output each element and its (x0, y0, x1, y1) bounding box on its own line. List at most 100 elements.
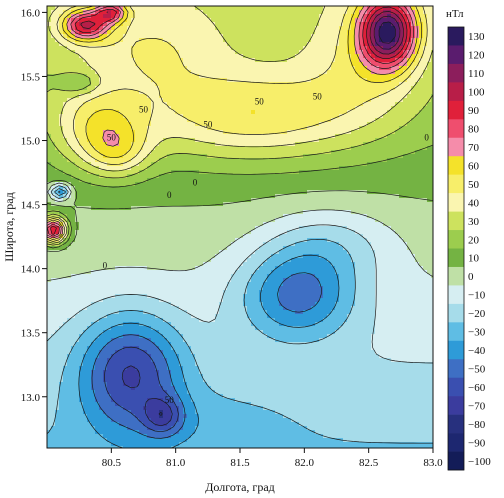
field-cell (243, 66, 248, 71)
field-cell (71, 58, 76, 63)
field-cell (243, 42, 248, 47)
field-cell (95, 190, 100, 195)
field-cell (319, 22, 324, 27)
field-cell (287, 78, 292, 83)
field-cell (279, 102, 284, 107)
field-cell (295, 150, 300, 155)
field-cell (235, 170, 240, 175)
field-cell (275, 130, 280, 135)
field-cell (91, 34, 96, 39)
field-cell (47, 166, 52, 171)
field-cell (227, 6, 232, 11)
field-cell (119, 130, 124, 135)
field-cell (383, 6, 388, 11)
field-cell (167, 30, 172, 35)
field-cell (311, 22, 316, 27)
field-cell (311, 174, 316, 179)
field-cell (243, 174, 248, 179)
field-cell (371, 98, 376, 103)
field-cell (147, 74, 152, 79)
field-cell (143, 210, 148, 215)
field-cell (163, 130, 168, 135)
field-cell (231, 110, 236, 115)
field-cell (243, 94, 248, 99)
field-cell (363, 30, 368, 35)
field-cell (327, 198, 332, 203)
field-cell (155, 210, 160, 215)
field-cell (271, 114, 276, 119)
field-cell (175, 66, 180, 71)
field-cell (191, 110, 196, 115)
field-cell (179, 146, 184, 151)
field-cell (267, 22, 272, 27)
field-cell (383, 122, 388, 127)
field-cell (51, 90, 56, 95)
field-cell (143, 194, 148, 199)
field-cell (187, 14, 192, 19)
field-cell (83, 38, 88, 43)
field-cell (183, 142, 188, 147)
field-cell (243, 14, 248, 19)
field-cell (47, 34, 52, 39)
field-cell (379, 170, 384, 175)
field-cell (115, 210, 120, 215)
field-cell (227, 94, 232, 99)
field-cell (267, 30, 272, 35)
field-cell (391, 114, 396, 119)
field-cell (303, 130, 308, 135)
field-cell (103, 114, 108, 119)
field-cell (327, 194, 332, 199)
field-cell (55, 198, 60, 203)
field-cell (247, 102, 252, 107)
field-cell (143, 50, 148, 55)
field-cell (95, 22, 100, 27)
field-cell (147, 210, 152, 215)
field-cell (355, 162, 360, 167)
field-cell (291, 10, 296, 15)
field-cell (103, 158, 108, 163)
field-cell (255, 194, 260, 199)
field-cell (395, 166, 400, 171)
field-cell (123, 22, 128, 27)
field-cell (235, 22, 240, 27)
field-cell (271, 106, 276, 111)
field-cell (319, 190, 324, 195)
field-cell (327, 18, 332, 23)
field-cell (387, 186, 392, 191)
field-cell (263, 142, 268, 147)
field-cell (427, 22, 432, 27)
field-cell (127, 70, 132, 75)
field-cell (343, 50, 348, 55)
field-cell (83, 110, 88, 115)
field-cell (351, 38, 356, 43)
field-cell (47, 206, 52, 211)
field-cell (391, 78, 396, 83)
field-cell (127, 62, 132, 67)
field-cell (307, 202, 312, 207)
field-cell (367, 134, 372, 139)
field-cell (59, 206, 64, 211)
field-cell (227, 178, 232, 183)
field-cell (387, 126, 392, 131)
field-cell (355, 66, 360, 71)
field-cell (251, 142, 256, 147)
field-cell (143, 150, 148, 155)
field-cell (179, 154, 184, 159)
field-cell (71, 10, 76, 15)
field-cell (431, 194, 433, 199)
field-cell (167, 150, 172, 155)
field-cell (311, 130, 316, 135)
field-cell (283, 10, 288, 15)
field-cell (387, 78, 392, 83)
field-cell (171, 102, 176, 107)
field-cell (355, 190, 360, 195)
field-cell (319, 66, 324, 71)
field-cell (307, 158, 312, 163)
field-cell (319, 78, 324, 83)
field-cell (51, 118, 56, 123)
field-cell (99, 6, 104, 11)
field-cell (251, 158, 256, 163)
field-cell (95, 166, 100, 171)
field-cell (131, 98, 136, 103)
field-cell (187, 134, 192, 139)
